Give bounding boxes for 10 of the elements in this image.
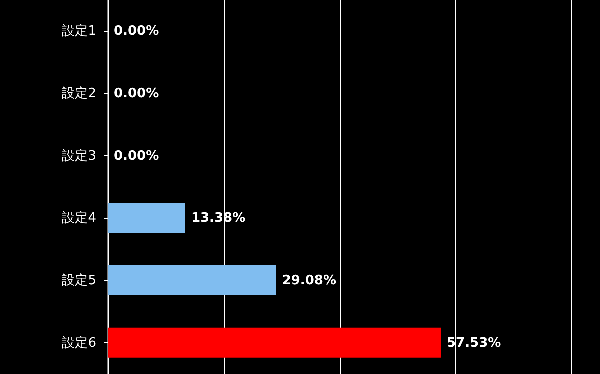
data-label: 0.00% <box>114 86 160 102</box>
data-label: 29.08% <box>282 274 336 288</box>
y-tick-label: 設定1 <box>62 24 96 40</box>
y-tick-label: 設定2 <box>62 86 96 102</box>
data-label: 0.00% <box>114 24 160 40</box>
y-tick-label: 設定6 <box>62 336 96 351</box>
y-tick-label: 設定4 <box>62 211 96 226</box>
y-tick-label: 設定3 <box>62 148 96 164</box>
data-label: 0.00% <box>114 148 160 164</box>
y-tick-label: 設定5 <box>62 274 96 288</box>
